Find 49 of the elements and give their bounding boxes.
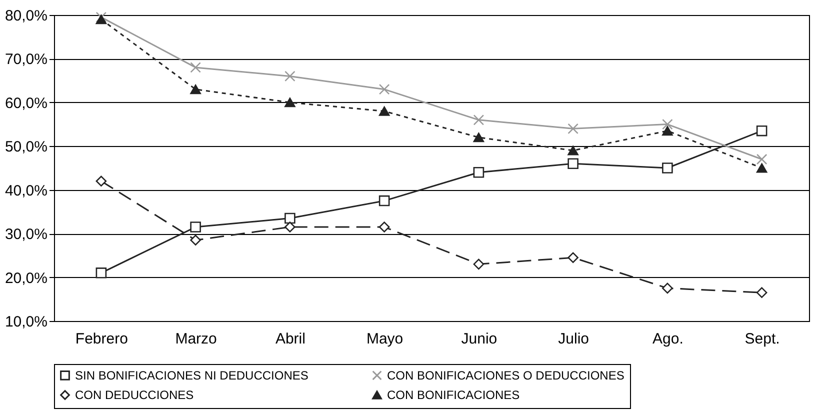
point [568,123,578,134]
point [190,222,201,232]
point [190,84,201,94]
x-tick-label: Febrero [75,330,128,348]
y-tick-label: 10,0% [4,314,48,330]
x-tick-label: Sept. [744,330,780,348]
y-tick-label: 30,0% [4,226,48,244]
legend-label: CON BONIFICACIONES O DEDUCCIONES [387,368,624,382]
point [473,258,484,270]
y-tick-label: 60,0% [4,94,48,112]
x-tick-label: Marzo [175,330,217,348]
point [378,106,390,116]
point [190,234,201,246]
point [568,252,578,264]
point [756,125,768,136]
point [473,166,484,178]
point [662,126,673,136]
y-tick-label: 80,0% [4,8,48,24]
point [96,268,107,278]
point [378,84,390,95]
y-tick-label: 50,0% [4,138,48,156]
point [568,146,578,156]
point [756,163,768,173]
x-tick-label: Junio [461,330,498,348]
y-tick-label: 70,0% [4,51,48,68]
point [662,162,673,174]
point [378,222,390,232]
x-tick-label: Julio [558,330,589,348]
x-tick-label: Abril [275,330,306,348]
point [96,176,107,187]
point [473,114,484,126]
y-tick-label: 20,0% [4,270,48,287]
y-tick-label: 40,0% [4,182,48,200]
point [568,158,578,170]
legend-label: CON DEDUCCIONES [75,388,194,402]
point [190,62,201,73]
point [662,282,673,294]
point [473,132,484,142]
legend-label: CON BONIFICACIONES [387,388,520,402]
x-tick-label: Ago. [652,330,684,348]
point [378,195,390,206]
legend-label: SIN BONIFICACIONES NI DEDUCCIONES [75,368,308,382]
x-tick-label: Mayo [366,330,404,348]
point [662,118,673,130]
point [96,14,107,24]
point [284,70,296,82]
point [756,154,768,165]
point [284,98,296,108]
point [284,212,296,224]
